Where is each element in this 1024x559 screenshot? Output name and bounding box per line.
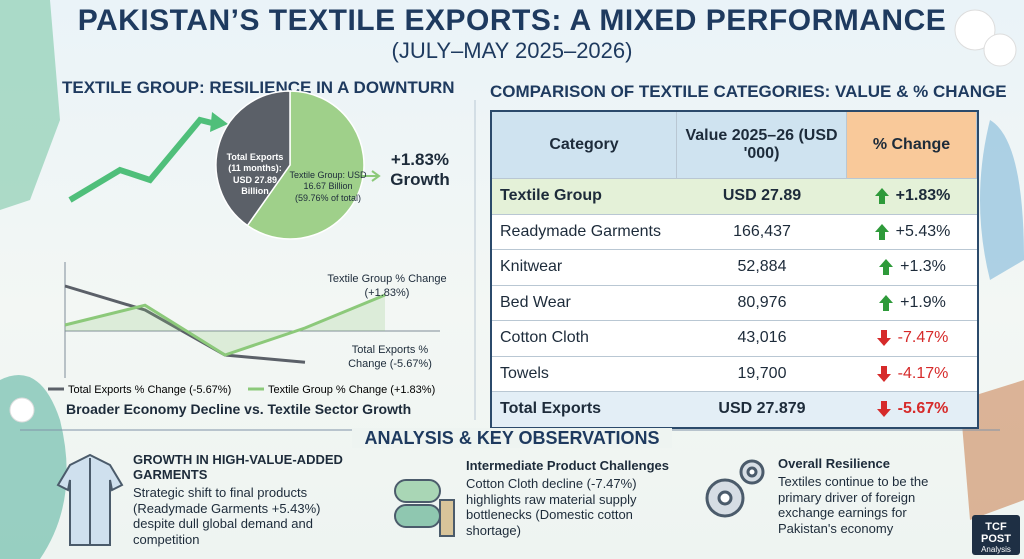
cell-text: +5.43% (895, 222, 951, 240)
analysis-item: Overall Resilience Textiles continue to … (778, 456, 963, 536)
cell: Cotton Cloth (500, 329, 589, 347)
arrow (879, 259, 894, 276)
analysis-item: GROWTH IN HIGH-VALUE-ADDED GARMENTS Stra… (133, 452, 348, 547)
cell-text: +1.9% (900, 293, 946, 311)
arrow (874, 188, 889, 205)
cell: 80,976 (737, 293, 787, 311)
arrow (876, 365, 891, 382)
table-row: Knitwear 52,884 +1.3% (492, 249, 977, 285)
arrow (876, 330, 891, 347)
table-header: Category Value 2025–26 (USD '000)% Change (492, 112, 977, 178)
item-body: Cotton Cloth decline (-7.47%) highlights… (466, 476, 637, 538)
cell: Bed Wear (500, 293, 571, 311)
watermark: TCF POST Analysis (972, 515, 1020, 555)
table: Category Value 2025–26 (USD '000)% Change… (490, 110, 979, 429)
pie-slice (246, 90, 365, 240)
growth-callout: +1.83% Growth (390, 150, 450, 189)
arrow-up (879, 259, 894, 276)
line-series (64, 293, 386, 357)
annotation: Textile Group % Change (+1.83%) (327, 273, 447, 300)
cell: +1.9% (847, 294, 977, 312)
pie-label: Total Exports (11 months): USD 27.89 Bil… (226, 152, 284, 196)
cell: +1.3% (847, 258, 977, 276)
arrow-up (879, 294, 894, 311)
table-row: Readymade Garments 166,437 +5.43% (492, 213, 977, 249)
analysis-title: ANALYSIS & KEY OBSERVATIONS (352, 428, 672, 448)
column-header: Value 2025–26 (USD '000) (677, 112, 847, 178)
section-title: TEXTILE GROUP: RESILIENCE IN A DOWNTURN (62, 78, 455, 97)
arrow (876, 401, 891, 418)
cell: Total Exports (500, 400, 602, 418)
cell: +5.43% (847, 223, 977, 241)
cell-text: -5.67% (897, 400, 949, 418)
cell: USD 27.89 (722, 187, 802, 205)
cell: Towels (500, 364, 549, 382)
cell-text: +1.83% (895, 187, 951, 205)
cell-text: +1.3% (900, 258, 946, 276)
arrow (874, 223, 889, 240)
line-area (65, 295, 385, 355)
analysis-item: Intermediate Product Challenges Cotton C… (466, 458, 691, 538)
item-title: Intermediate Product Challenges (466, 458, 669, 473)
arrow-up (874, 223, 889, 240)
column-header: Category (492, 112, 677, 178)
analysis-heading-wrap: ANALYSIS & KEY OBSERVATIONS (0, 428, 1024, 449)
cell: -7.47% (847, 329, 977, 347)
cell: +1.83% (847, 187, 977, 205)
cell: 43,016 (737, 329, 787, 347)
tagline: Analysis (981, 545, 1011, 554)
subtitle: (JULY–MAY 2025–2026) (391, 38, 633, 63)
item-body: Textiles continue to be the primary driv… (778, 474, 929, 536)
brand: TCF POST (981, 521, 1011, 545)
item-title: GROWTH IN HIGH-VALUE-ADDED GARMENTS (133, 452, 343, 482)
table-row: Textile Group USD 27.89 +1.83% (492, 178, 977, 214)
cell: Readymade Garments (500, 222, 661, 240)
arrow-up (874, 188, 889, 205)
line-series (64, 284, 306, 364)
cell: 52,884 (737, 258, 787, 276)
cell: Knitwear (500, 258, 563, 276)
item-body: Strategic shift to final products (Ready… (133, 485, 321, 547)
callout-arrow (360, 170, 381, 182)
cell-text: -4.17% (897, 364, 949, 382)
annotation: Total Exports % Change (-5.67%) (348, 344, 432, 371)
caption: Broader Economy Decline vs. Textile Sect… (66, 401, 411, 417)
cell-text: -7.47% (897, 329, 949, 347)
arrow-down (876, 365, 891, 382)
table-row: Towels 19,700 -4.17% (492, 355, 977, 391)
column-header: % Change (847, 112, 977, 178)
table-row: Bed Wear 80,976 +1.9% (492, 284, 977, 320)
cell: -4.17% (847, 365, 977, 383)
arrow-down (876, 330, 891, 347)
table-row: Total Exports USD 27.879 -5.67% (492, 391, 977, 427)
pie-label: Textile Group: USD 16.67 Billion (59.76%… (289, 170, 367, 203)
legend-label: Total Exports % Change (-5.67%) (68, 384, 231, 396)
arrow (879, 294, 894, 311)
cell: 166,437 (733, 222, 791, 240)
pie-slice (215, 90, 291, 227)
title: PAKISTAN’S TEXTILE EXPORTS: A MIXED PERF… (77, 4, 947, 37)
cell: -5.67% (847, 400, 977, 418)
section-title: COMPARISON OF TEXTILE CATEGORIES: VALUE … (490, 82, 1007, 101)
cell: Textile Group (500, 187, 602, 205)
cell: 19,700 (737, 364, 787, 382)
table-row: Cotton Cloth 43,016 -7.47% (492, 320, 977, 356)
legend-label: Textile Group % Change (+1.83%) (268, 384, 435, 396)
arrow-down (876, 401, 891, 418)
item-title: Overall Resilience (778, 456, 891, 471)
cell: USD 27.879 (718, 400, 806, 418)
